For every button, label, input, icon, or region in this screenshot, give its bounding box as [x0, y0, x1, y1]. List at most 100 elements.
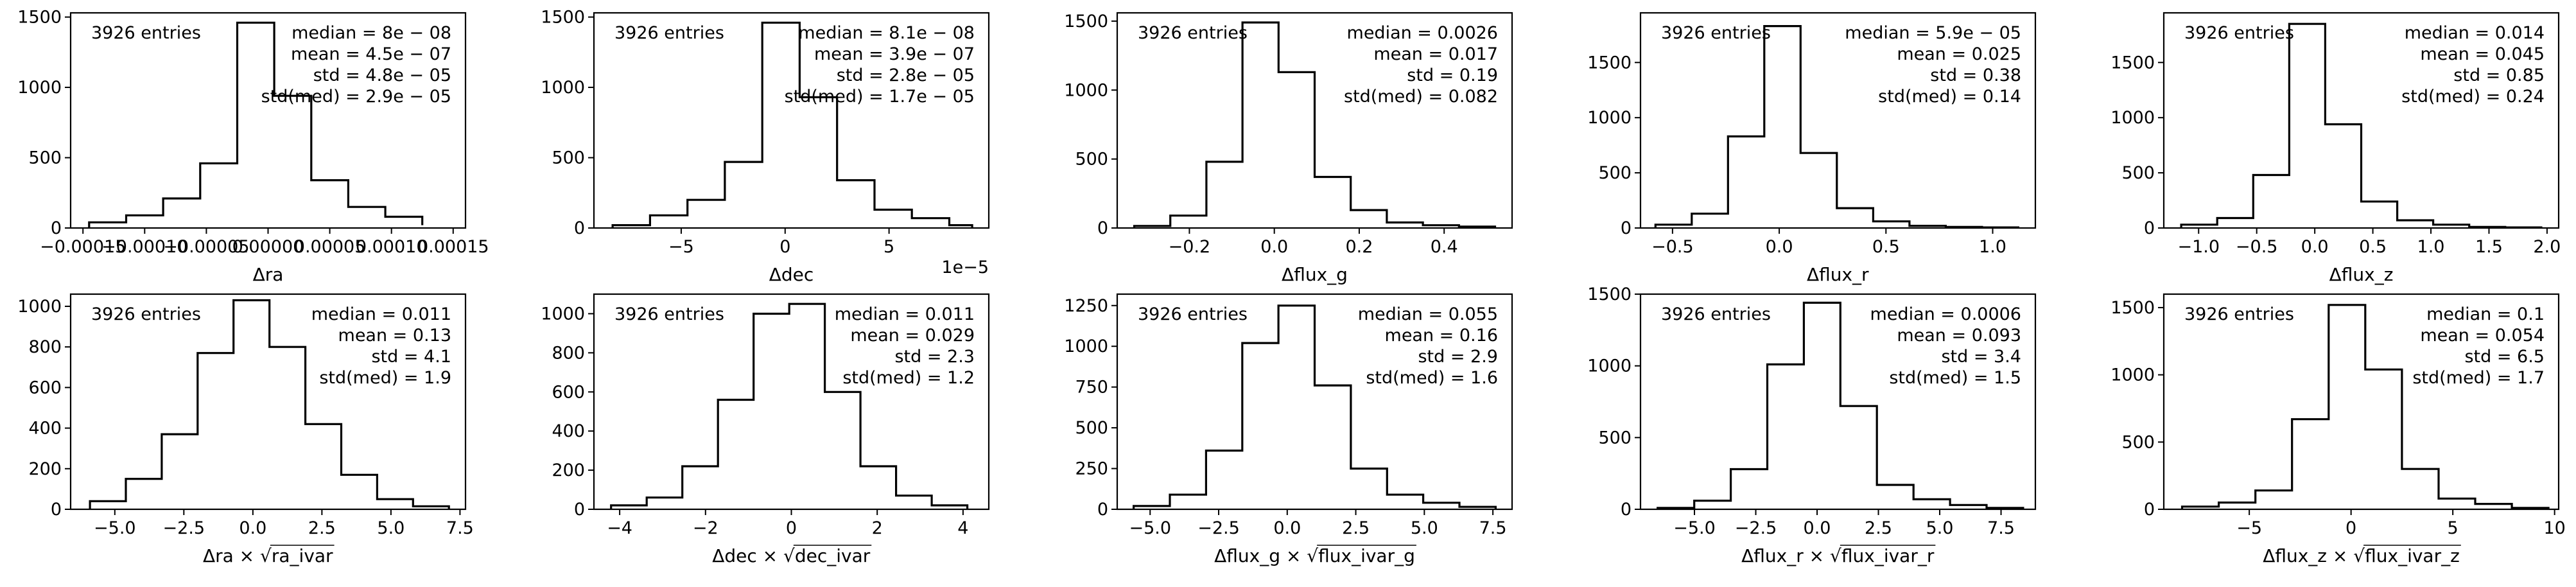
stats-line: median = 0.1 [2426, 304, 2545, 324]
histogram-step-line [1133, 304, 1497, 509]
y-tick-label: 1000 [17, 297, 62, 317]
y-tick-label: 500 [1075, 418, 1108, 438]
sqrt-argument: flux_ivar_z [2365, 545, 2460, 566]
histogram-panel-2: 0 500 1000 1500 −5 0 5 1e−5 3926 entries median =… [541, 8, 990, 285]
x-tick-label: 2.5 [1865, 518, 1892, 538]
x-tick-label: 5.0 [1411, 518, 1438, 538]
x-axis-label: Δdec × √dec_ivar [712, 545, 871, 566]
entries-count-label: 3926 entries [1138, 304, 1248, 324]
stats-line: std(med) = 0.24 [2401, 87, 2545, 107]
x-tick-label: 0.5 [1872, 237, 1900, 257]
x-tick-label: −2.5 [1735, 518, 1777, 538]
entries-count-label: 3926 entries [1661, 304, 1771, 324]
x-tick-label: −2.5 [163, 518, 205, 538]
sqrt-argument: ra_ivar [272, 545, 333, 566]
stats-line: median = 8.1e − 08 [798, 23, 975, 43]
histogram-panel-4: 0 500 1000 1500 −0.5 0.0 0.5 1.0 3926 entries med… [1587, 12, 2037, 285]
x-tick-label: 4 [957, 518, 968, 538]
stats-line: std = 4.1 [371, 347, 451, 367]
x-tick-label: 0.4 [1431, 237, 1458, 257]
axes-frame [2163, 12, 2560, 229]
x-tick-label: −1.0 [2177, 237, 2220, 257]
y-tick-label: 1500 [1587, 285, 1632, 304]
stats-line: median = 0.0006 [1870, 304, 2021, 324]
stats-line: std = 0.85 [2453, 66, 2545, 85]
stats-line: std = 0.19 [1407, 66, 1498, 85]
entries-count-label: 3926 entries [1138, 23, 1248, 43]
y-tick-label: 500 [2121, 432, 2155, 452]
x-tick-label: 0.00010 [356, 237, 428, 257]
x-tick-label: 0.5 [2359, 237, 2387, 257]
x-tick-label: 0.0 [1766, 237, 1793, 257]
x-tick-label: 0 [2345, 518, 2356, 538]
y-tick-label: 1500 [17, 8, 62, 28]
stats-line: std = 3.4 [1941, 347, 2021, 367]
x-tick-label: 0.00015 [417, 237, 489, 257]
sqrt-argument: dec_ivar [795, 545, 871, 566]
y-tick-label: 800 [552, 343, 585, 363]
x-tick-label: 0.0 [2301, 237, 2329, 257]
x-tick-label: 0.2 [1345, 237, 1373, 257]
entries-count-label: 3926 entries [1661, 23, 1771, 43]
y-tick-label: 500 [552, 148, 585, 168]
stats-line: std = 4.8e − 05 [313, 66, 451, 85]
histogram-step-line [1133, 21, 1497, 228]
histogram-panel-3: 0 500 1000 1500 −0.2 0.0 0.2 0.4 3926 entries med… [1064, 12, 1513, 285]
y-tick-label: 0 [1621, 500, 1632, 520]
stats-line: std(med) = 1.7 [2412, 368, 2545, 388]
y-tick-label: 250 [1075, 459, 1108, 479]
x-tick-label: −0.5 [2236, 237, 2278, 257]
x-axis-label: Δflux_g [1282, 264, 1348, 285]
sqrt-symbol: √ [1830, 545, 1841, 566]
y-tick-label: 1000 [541, 78, 585, 98]
sqrt-symbol: √ [1307, 545, 1318, 566]
y-tick-label: 0 [574, 218, 585, 238]
stats-line: std = 2.3 [894, 347, 975, 367]
x-tick-label: 1.5 [2475, 237, 2503, 257]
x-tick-label: 2.0 [2533, 237, 2561, 257]
stats-line: std(med) = 0.14 [1878, 87, 2021, 107]
stats-line: mean = 3.9e − 07 [814, 44, 975, 64]
x-tick-label: −4 [607, 518, 632, 538]
x-tick-label: 0 [779, 237, 790, 257]
x-tick-label: 0.00000 [232, 237, 304, 257]
x-axis-label: Δflux_z × √flux_ivar_z [2263, 545, 2460, 566]
x-tick-label: 5 [2448, 518, 2459, 538]
y-tick-label: 0 [51, 500, 62, 520]
histogram-step-line [89, 299, 450, 509]
stats-line: std(med) = 0.082 [1344, 87, 1498, 107]
y-tick-label: 1000 [1064, 80, 1108, 100]
x-axis-offset-label: 1e−5 [941, 258, 989, 277]
sqrt-symbol: √ [783, 545, 795, 566]
x-tick-label: 0.00005 [294, 237, 366, 257]
entries-count-label: 3926 entries [2184, 23, 2294, 43]
y-tick-label: 600 [552, 382, 585, 402]
x-tick-label: −0.00010 [101, 237, 187, 257]
axes-frame [1639, 12, 2037, 229]
entries-count-label: 3926 entries [614, 304, 724, 324]
stats-line: median = 0.055 [1358, 304, 1498, 324]
stats-line: std(med) = 1.5 [1889, 368, 2021, 388]
histogram-step-line [611, 21, 973, 228]
stats-line: std = 0.38 [1930, 66, 2021, 85]
x-tick-label: −5.0 [94, 518, 136, 538]
y-tick-label: 0 [2144, 500, 2155, 520]
stats-line: std(med) = 1.2 [842, 368, 975, 388]
histogram-panel-8: 0 250 500 750 1000 1250 −5.0 −2.5 0.0 2.5 5.0 7.5 39… [1064, 293, 1513, 566]
stats-line: std(med) = 1.9 [319, 368, 451, 388]
x-tick-label: 0 [786, 518, 797, 538]
histogram-panel-1: 050010001500−0.00015−0.00010−0.000050.00… [17, 8, 489, 285]
x-tick-label: 7.5 [1479, 518, 1507, 538]
y-tick-label: 1000 [2110, 365, 2155, 385]
axes-frame [2163, 293, 2560, 511]
y-tick-label: 0 [574, 500, 585, 520]
histogram-step-line [610, 302, 969, 509]
x-tick-label: −0.2 [1169, 237, 1211, 257]
y-tick-label: 1000 [1064, 337, 1108, 356]
x-tick-label: 5 [883, 237, 894, 257]
axes-frame [1639, 293, 2037, 511]
y-tick-label: 500 [1075, 150, 1108, 170]
histogram-step-line [1654, 25, 2019, 229]
x-tick-label: −0.00005 [163, 237, 249, 257]
x-axis-label: Δflux_z [2329, 264, 2394, 285]
